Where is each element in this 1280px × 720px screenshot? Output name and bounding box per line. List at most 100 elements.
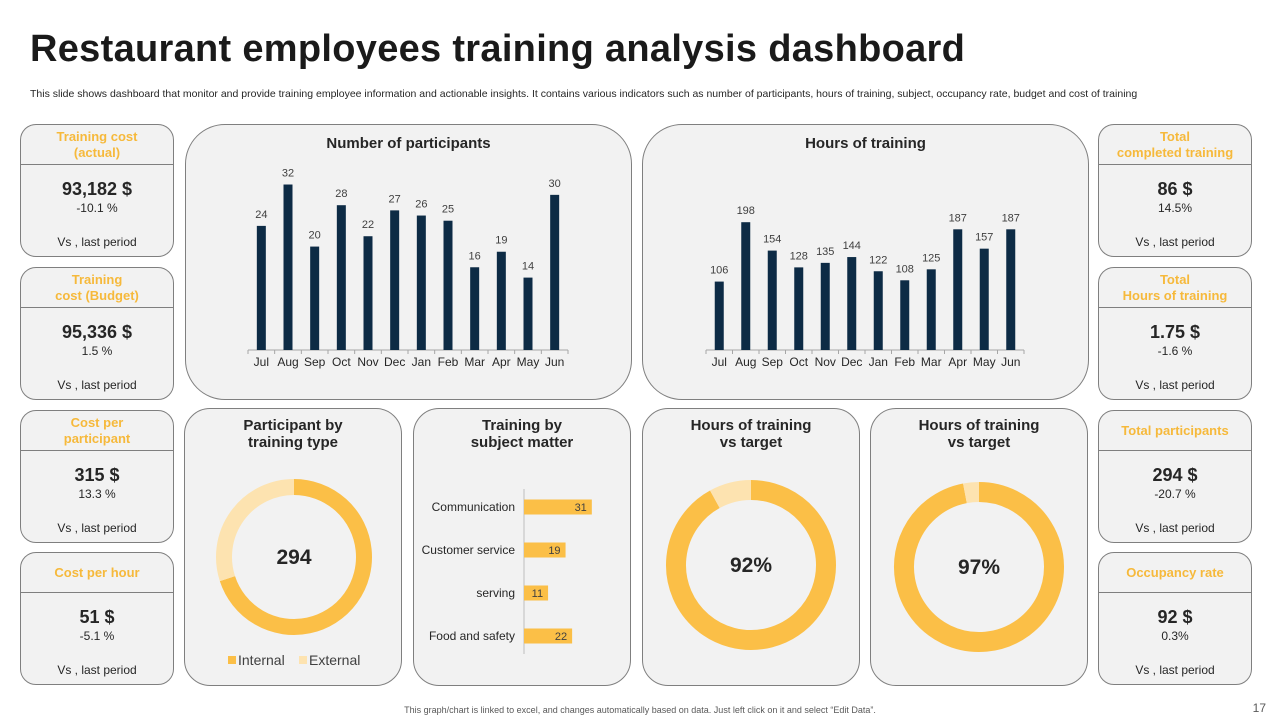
x-tick-label: Sep [304,355,326,369]
bar-data-label: 108 [896,263,914,275]
bar-data-label: 198 [737,205,755,217]
donut-center-value: 92% [730,554,772,577]
hbar [524,628,573,644]
kpi-label: Cost per participant [21,411,173,451]
hbar [524,585,549,601]
y-tick-label: Communication [432,500,515,514]
kpi-value: 51 $ [79,607,115,627]
hbar [524,542,566,558]
bar [847,257,857,350]
donut-slice [216,479,295,582]
bar [1006,229,1016,350]
bar [873,271,883,350]
x-tick-label: Nov [357,355,378,369]
kpi-total-hours-of-training: Total Hours of training 1.75 $ -1.6 % Vs… [1098,267,1252,400]
x-tick-label: Jan [412,355,431,369]
kpi-delta: -10.1 % [76,201,118,215]
donut-slice [666,480,836,650]
x-tick-label: Mar [464,355,485,369]
x-tick-label: Nov [815,355,836,369]
hbar-data-label: 31 [575,502,587,514]
kpi-value: 86 $ [1157,179,1193,199]
donut-slice [894,482,1064,652]
x-tick-label: Dec [384,355,405,369]
kpi-delta: 0.3% [1161,629,1189,643]
bar [926,269,936,350]
donut-center-value: 97% [958,556,1000,579]
bar [363,236,373,350]
kpi-value: 92 $ [1157,607,1193,627]
kpi-delta: -5.1 % [79,629,115,643]
x-tick-label: Jun [545,355,564,369]
hbar-data-label: 19 [548,545,560,557]
hours-target-title-1: Hours of training vs target [690,417,812,451]
x-tick-label: Oct [789,355,808,369]
x-tick-label: Feb [438,355,459,369]
kpi-value: 315 $ [74,465,120,485]
bar-data-label: 122 [869,254,887,266]
kpi-compare: Vs , last period [1135,521,1215,535]
bar-data-label: 30 [549,178,561,190]
bar [550,194,560,350]
x-tick-label: Aug [277,355,298,369]
hbar-data-label: 11 [532,588,543,600]
x-tick-label: Oct [332,355,351,369]
kpi-label: Occupancy rate [1099,553,1251,593]
bar [953,229,963,350]
kpi-compare: Vs , last period [57,235,137,249]
bar-data-label: 106 [710,265,728,277]
donut-slice [219,479,372,635]
hours-target-title-2: Hours of training vs target [918,417,1040,451]
bar [310,246,320,350]
y-tick-label: Food and safety [429,629,515,643]
kpi-label: Training cost (actual) [21,125,173,165]
by-type-donut-chart: 294 Internal External [216,479,372,668]
bar [820,262,830,350]
bar [714,281,724,350]
hours-target-panel-2: Hours of training vs target 97% [870,408,1088,686]
participants-chart-panel: Number of participants 24 Jul 32 Aug 20 Sep 28… [185,124,632,400]
bar [283,184,293,350]
donut-slice [710,480,752,509]
kpi-training-cost-actual: Training cost (actual) 93,182 $ -10.1 % … [20,124,174,257]
kpi-total-participants: Total participants 294 $ -20.7 % Vs , la… [1098,410,1252,543]
bar [336,205,346,350]
kpi-label: Cost per hour [21,553,173,593]
kpi-compare: Vs , last period [57,521,137,535]
bar-data-label: 25 [442,204,454,216]
bar-data-label: 24 [255,209,267,221]
page-number: 17 [1252,701,1266,715]
kpi-delta: -1.6 % [1157,344,1193,358]
bar-data-label: 135 [816,246,834,258]
page-title: Restaurant employees training analysis d… [30,28,966,70]
x-tick-label: Jul [254,355,269,369]
kpi-compare: Vs , last period [1135,378,1215,392]
x-tick-label: Apr [492,355,511,369]
footer-note: This graph/chart is linked to excel, and… [404,705,876,715]
bar [523,277,533,350]
x-tick-label: May [517,355,540,369]
participants-chart-title: Number of participants [326,135,491,152]
by-subject-bar-chart: Communication 31 Customer service 19 serving… [422,489,592,654]
bar [390,210,400,350]
kpi-delta: 1.5 % [81,344,113,358]
kpi-training-cost-budget: Training cost (Budget) 95,336 $ 1.5 % Vs… [20,267,174,400]
kpi-compare: Vs , last period [1135,663,1215,677]
legend-label: Internal [238,652,285,668]
bar [979,248,989,350]
bar [767,250,777,350]
bar-data-label: 187 [949,212,967,224]
bar [496,251,506,350]
x-tick-label: May [973,355,996,369]
bar [256,225,266,350]
bar-data-label: 157 [975,232,993,244]
page-subtitle: This slide shows dashboard that monitor … [30,88,1138,100]
kpi-label: Total participants [1099,411,1251,451]
bar [416,215,426,350]
hours-chart-title: Hours of training [805,135,926,152]
legend-swatch [299,656,307,664]
kpi-delta: 14.5% [1157,201,1193,215]
by-subject-panel: Training by subject matter Communication… [413,408,631,686]
bar [443,220,453,350]
by-subject-title: Training by subject matter [470,417,574,451]
